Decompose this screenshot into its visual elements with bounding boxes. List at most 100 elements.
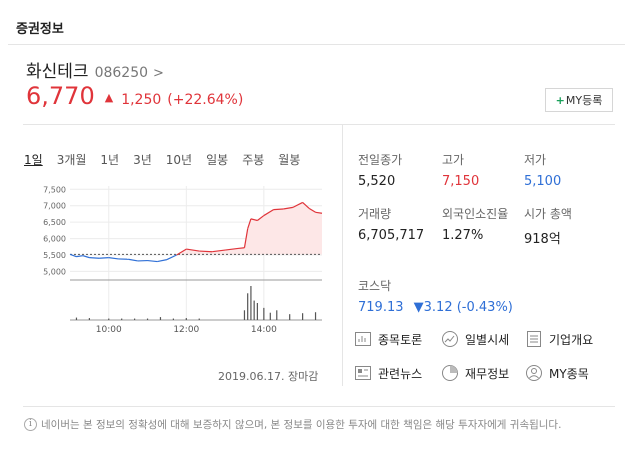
disclaimer: i 네이버는 본 정보의 정확성에 대해 보증하지 않으며, 본 정보를 이용한… [24,417,561,432]
period-tab[interactable]: 월봉 [278,153,301,167]
index-change-percent: (-0.43%) [456,300,513,315]
volume-bar [172,318,174,320]
y-tick-label: 7,000 [43,202,66,211]
discussion-link[interactable]: 종목토론 [354,330,422,348]
period-tab[interactable]: 3개월 [56,153,87,167]
period-tab[interactable]: 10년 [165,153,193,167]
period-tab[interactable]: 일봉 [206,153,229,167]
period-tab[interactable]: 3년 [133,153,152,167]
y-tick-label: 6,000 [43,235,66,244]
financial-info-link[interactable]: 재무정보 [441,364,509,382]
volume-bar [243,310,246,320]
volume-bar [198,318,200,320]
volume-bar [88,318,90,320]
chart-board-icon [355,332,371,346]
high-label: 고가 [442,153,465,167]
market-cap-label: 시가 총액 [524,207,572,221]
price-line-segment [186,248,200,252]
prev-close-label: 전일종가 [358,153,403,167]
price-line-segment [292,201,303,208]
volume-bar [263,307,265,320]
stock-header[interactable]: 화신테크 086250 > [26,57,164,82]
news-label: 관련뉴스 [378,366,423,381]
my-register-button[interactable]: + MY등록 [545,88,613,112]
chart-date-label: 2019.06.17. 장마감 [218,370,319,383]
index-change: 3.12 [423,300,453,315]
price-line-segment [315,211,323,214]
foreign-ratio-label: 외국인소진율 [442,207,509,221]
price-line-segment [250,218,258,222]
volume-bar [146,318,149,320]
volume-bar [247,293,249,320]
price-line-segment [273,208,284,211]
info-icon: i [24,418,37,431]
price-line-segment [247,218,252,229]
disclaimer-text: 네이버는 본 정보의 정확성에 대해 보증하지 않으며, 본 정보를 이용한 투… [41,419,562,431]
price-line-segment [237,247,245,250]
price-line-segment [76,255,84,258]
volume-bar [159,317,162,320]
volume-bar [276,310,278,320]
period-tab[interactable]: 1년 [100,153,120,167]
current-price: 6,770 [26,82,95,110]
period-tabs: 1일 3개월 1년 3년 10년 일봉 주봉 월봉 [24,151,314,168]
volume-bar [289,314,291,320]
volume-bar [314,312,317,320]
my-stocks-link[interactable]: MY종목 [525,364,589,382]
price-line-segment [157,259,168,263]
price-line-segment [108,257,119,260]
x-tick-label: 12:00 [173,325,199,335]
price-line-segment [263,209,274,217]
volume-bar [256,303,258,320]
foreign-ratio-value: 1.27% [442,228,484,243]
divider [8,44,625,45]
volume-bar [302,313,304,320]
index-name: 코스닥 [358,279,392,293]
volume-bar [185,318,187,320]
price-line-segment [225,247,239,251]
up-triangle-icon: ▲ [104,91,114,104]
price-line-segment [302,201,310,209]
chevron-right-icon[interactable]: > [153,66,164,81]
daily-price-link[interactable]: 일별시세 [441,330,509,348]
price-line-segment [212,249,226,253]
price-line-segment [128,258,138,262]
document-list-icon [527,331,541,347]
plus-icon: + [555,93,565,107]
news-link[interactable]: 관련뉴스 [354,364,422,382]
company-overview-label: 기업개요 [549,332,594,347]
low-label: 저가 [524,153,547,167]
volume-bar [134,318,136,320]
stock-code[interactable]: 086250 [94,65,149,81]
price-line-segment [199,250,213,253]
x-tick-label: 10:00 [96,325,122,335]
y-tick-label: 5,500 [43,251,66,260]
price-line-segment [89,257,100,259]
user-circle-icon [526,365,542,381]
y-tick-label: 7,500 [43,185,66,194]
newspaper-icon [355,366,371,380]
volume-label: 거래량 [358,207,392,221]
stock-panel [23,124,615,390]
index-value: 719.13 [358,300,404,315]
price-line-segment [243,228,249,248]
my-stocks-label: MY종목 [549,366,589,381]
kosdaq-index[interactable]: 코스닥 719.13 ▼3.12 (-0.43%) [358,277,513,315]
high-value: 7,150 [442,174,480,189]
period-tab[interactable]: 1일 [24,153,43,167]
y-tick-label: 6,500 [43,218,66,227]
divider [342,124,343,386]
stock-name[interactable]: 화신테크 [26,62,89,82]
price-line-segment [166,254,177,261]
x-tick-label: 14:00 [251,325,277,335]
volume-bar [108,318,110,320]
price-change: 1,250 [121,92,162,108]
period-tab[interactable]: 주봉 [242,153,265,167]
price-line-segment [99,257,109,259]
volume-bar [253,300,255,320]
price-line-segment [257,215,265,221]
divider [23,406,615,407]
company-overview-link[interactable]: 기업개요 [525,330,593,348]
price-chart[interactable]: 7,500 7,000 6,500 6,000 5,500 5,000 10:00 12:00… [22,178,327,348]
volume-value: 6,705,717 [358,228,425,243]
